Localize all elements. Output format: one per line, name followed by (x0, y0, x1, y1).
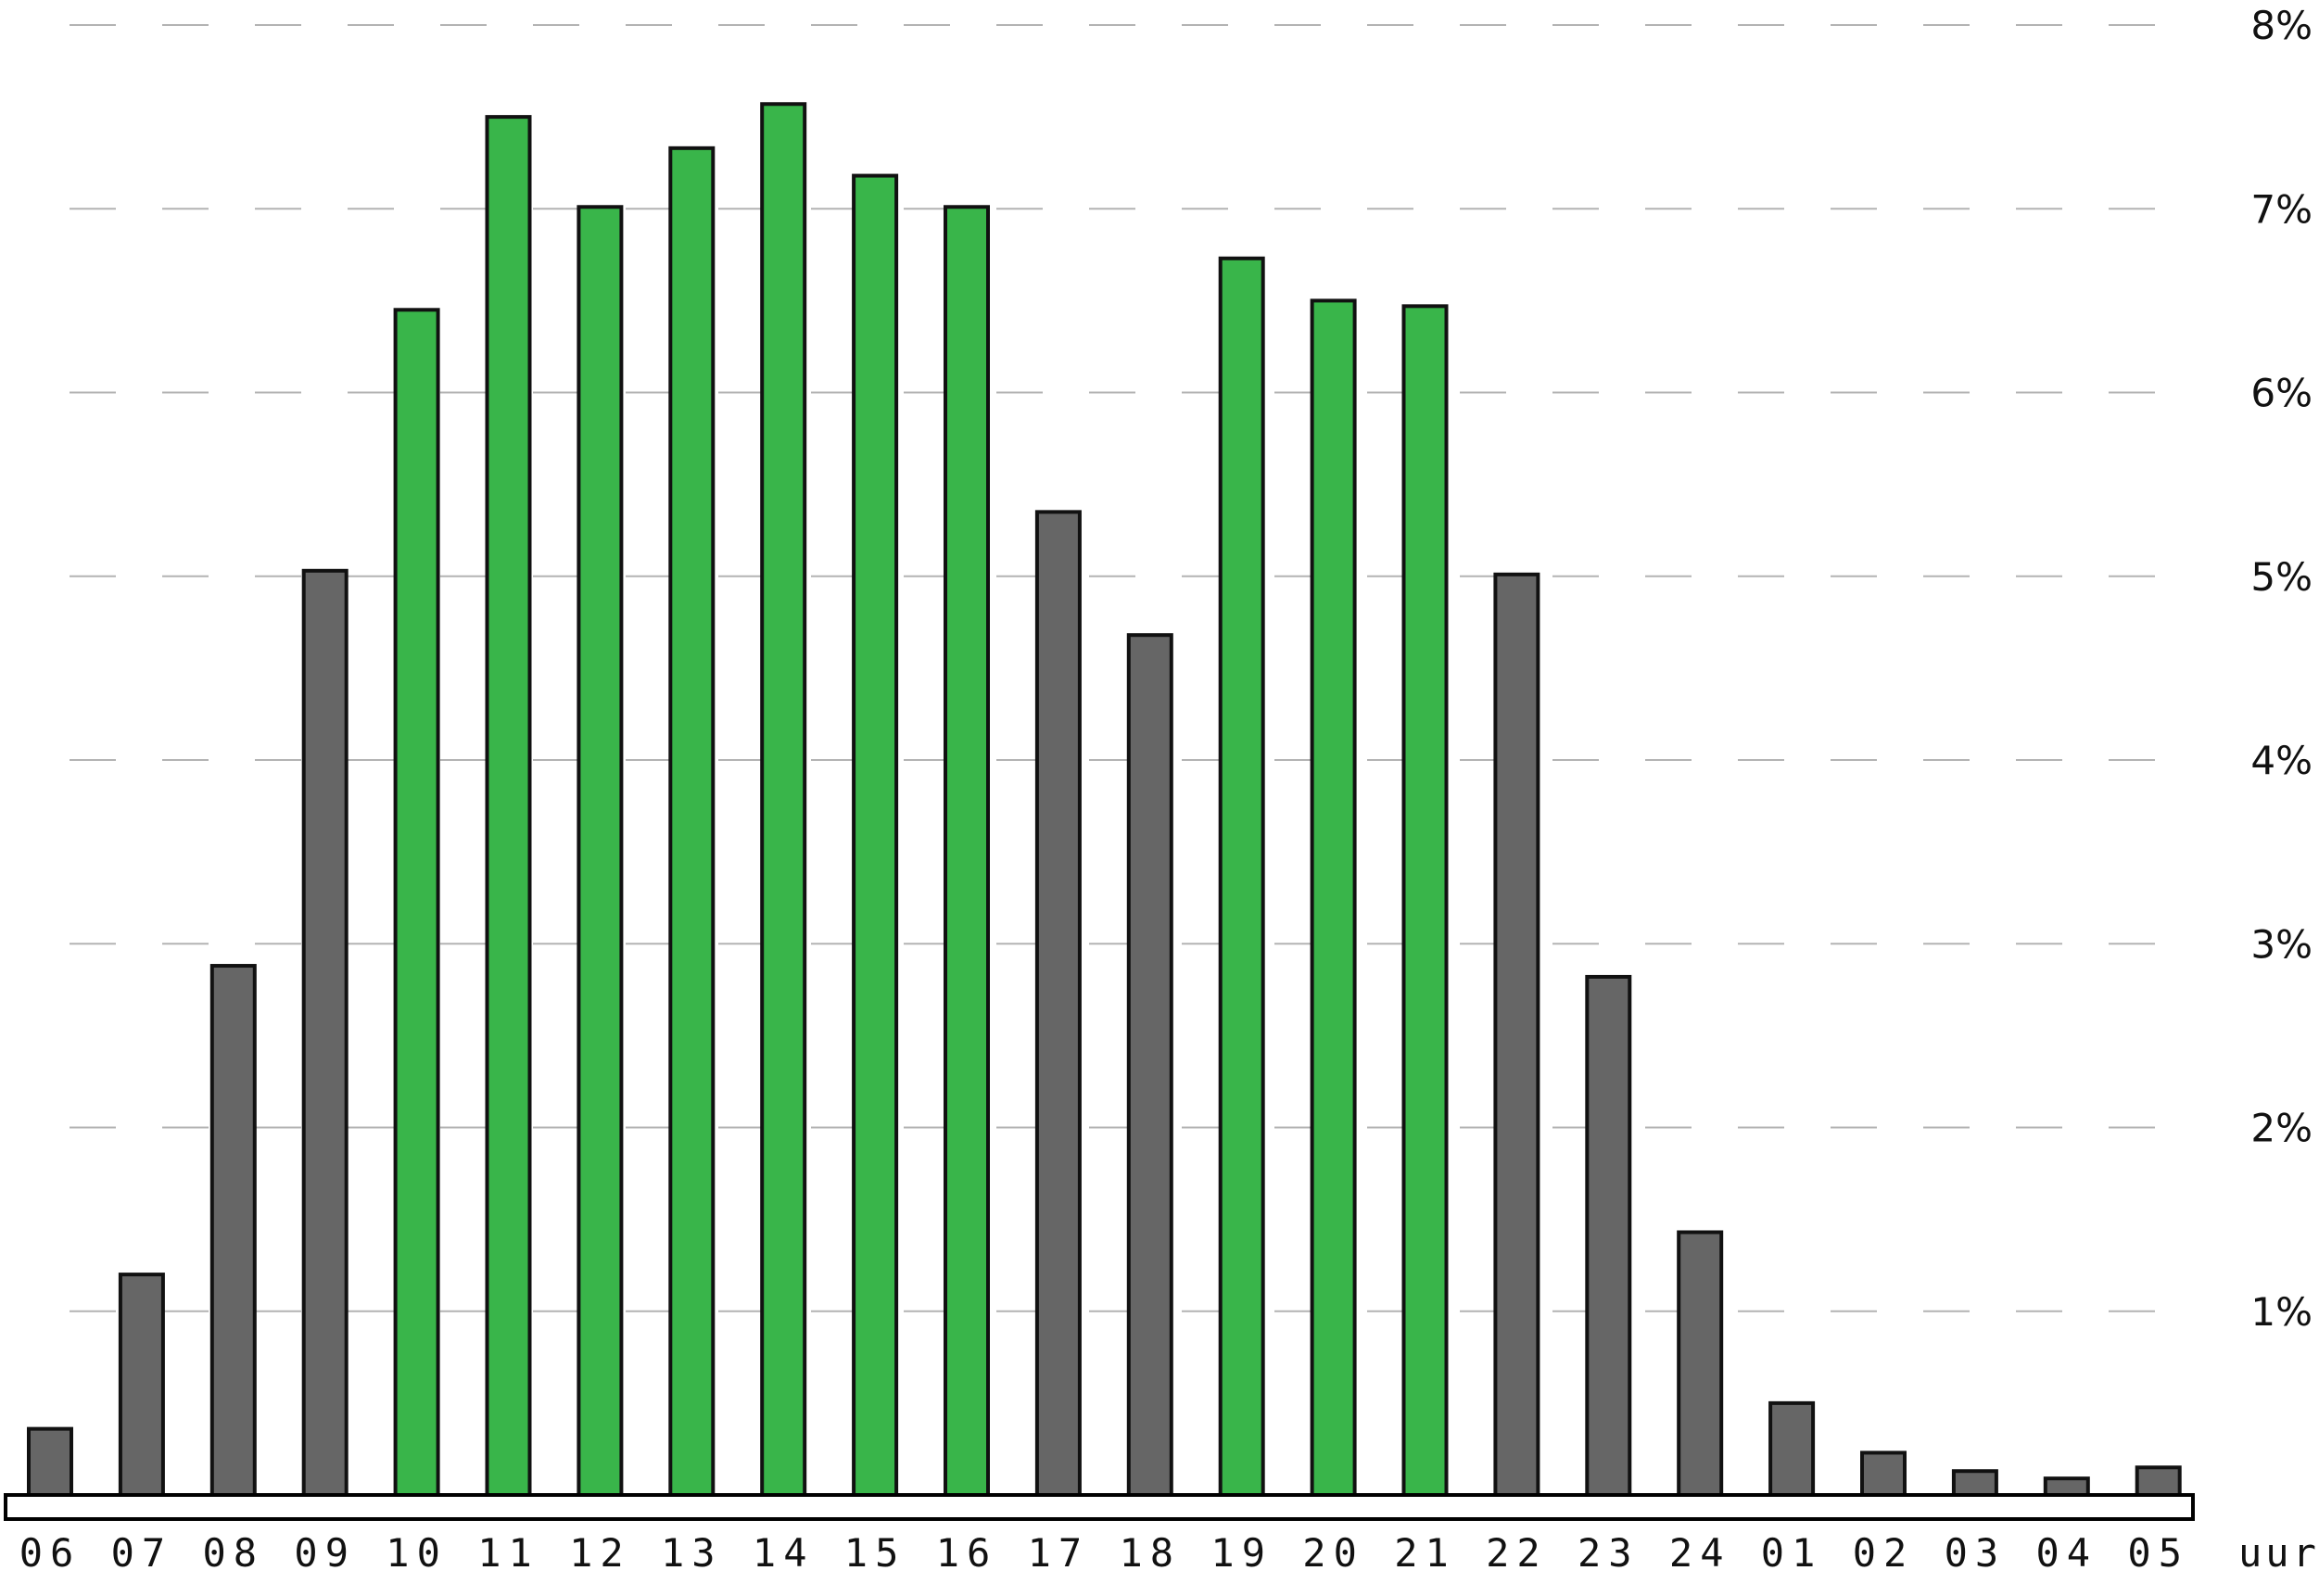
x-tick-label: 11 (477, 1530, 539, 1576)
bar-11 (485, 115, 532, 1497)
x-tick-label: 12 (569, 1530, 631, 1576)
bar-03 (1951, 1469, 1998, 1498)
bar-18 (1126, 633, 1173, 1497)
bar-17 (1034, 510, 1082, 1497)
bar-24 (1677, 1230, 1724, 1497)
bar-12 (577, 205, 624, 1498)
x-tick-label: 17 (1028, 1530, 1090, 1576)
x-tick-label: 23 (1578, 1530, 1640, 1576)
bar-14 (760, 102, 807, 1497)
x-axis-unit-label: uur (2238, 1530, 2319, 1576)
x-tick-label: 24 (1669, 1530, 1731, 1576)
bar-19 (1218, 256, 1265, 1498)
bar-21 (1401, 304, 1449, 1497)
bar-06 (27, 1426, 73, 1498)
bar-05 (2135, 1465, 2182, 1497)
x-tick-label: 19 (1210, 1530, 1273, 1576)
x-tick-label: 10 (386, 1530, 448, 1576)
bar-22 (1493, 572, 1540, 1497)
x-tick-label: 07 (111, 1530, 173, 1576)
bar-20 (1310, 298, 1357, 1497)
y-tick-label: 5% (2250, 554, 2313, 600)
bar-09 (301, 568, 348, 1497)
x-tick-label: 21 (1394, 1530, 1456, 1576)
y-tick-label: 7% (2250, 186, 2313, 232)
x-tick-label: 01 (1761, 1530, 1823, 1576)
x-tick-label: 15 (844, 1530, 906, 1576)
y-axis-ticks: 1% 2% 3% 4% 5% 6% 7% 8% (2250, 3, 2313, 1335)
y-tick-label: 3% (2250, 921, 2313, 967)
x-tick-label: 03 (1945, 1530, 2007, 1576)
x-tick-label: 13 (661, 1530, 723, 1576)
y-tick-label: 2% (2250, 1106, 2313, 1151)
y-tick-label: 4% (2250, 738, 2313, 783)
bar-04 (2043, 1476, 2090, 1497)
x-tick-label: 05 (2127, 1530, 2189, 1576)
x-tick-label: 20 (1302, 1530, 1364, 1576)
x-tick-label: 18 (1120, 1530, 1182, 1576)
bar-02 (1860, 1450, 1907, 1497)
x-tick-label: 09 (294, 1530, 356, 1576)
bars (27, 102, 2182, 1498)
y-tick-label: 8% (2250, 3, 2313, 48)
x-axis-baseline (4, 1493, 2195, 1521)
x-tick-label: 06 (19, 1530, 82, 1576)
bar-15 (852, 173, 899, 1498)
x-tick-label: 02 (1853, 1530, 1915, 1576)
x-tick-label: 16 (936, 1530, 998, 1576)
bar-16 (944, 205, 990, 1498)
x-tick-label: 08 (203, 1530, 265, 1576)
x-axis-ticks: 06 07 08 09 10 11 12 13 14 15 16 17 18 19 20 21 22 23 24 01… (19, 1530, 2189, 1576)
y-tick-label: 1% (2250, 1289, 2313, 1335)
bar-23 (1585, 974, 1632, 1498)
bar-08 (209, 964, 257, 1498)
x-tick-label: 14 (753, 1530, 815, 1576)
x-tick-label: 04 (2036, 1530, 2098, 1576)
x-tick-label: 22 (1486, 1530, 1548, 1576)
bar-07 (118, 1273, 165, 1497)
y-tick-label: 6% (2250, 371, 2313, 416)
bar-10 (393, 308, 440, 1498)
bar-13 (668, 146, 716, 1497)
bar-01 (1768, 1400, 1816, 1497)
